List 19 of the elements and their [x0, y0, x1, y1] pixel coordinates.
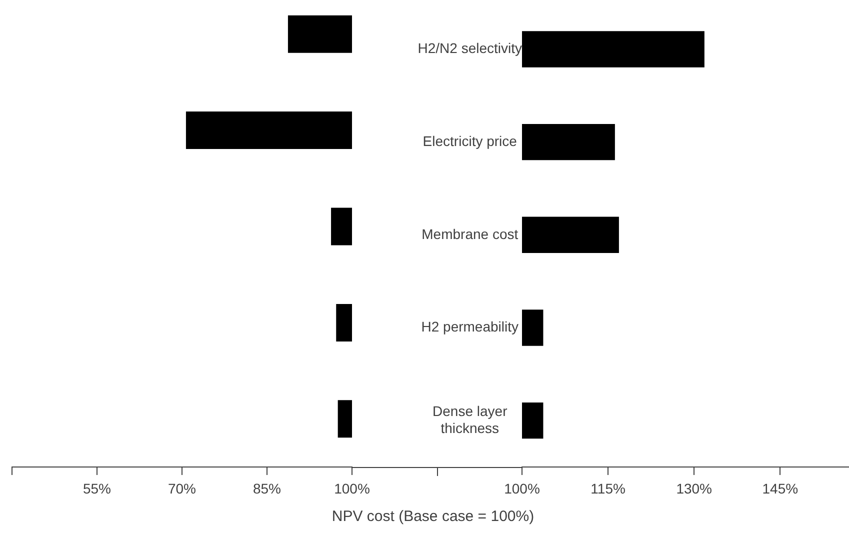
bar [522, 124, 615, 160]
y-tick-label: H2 permeability [421, 318, 519, 335]
x-tick-label: 85% [252, 480, 282, 496]
bar [522, 216, 619, 254]
x-tick-label: 130% [676, 480, 712, 496]
y-tick-label: Electricity price [422, 132, 518, 149]
x-tick-label: 100% [504, 480, 540, 496]
x-tick-label: 70% [168, 480, 196, 496]
x-tick-label: 145% [762, 480, 798, 496]
y-tick-label: Membrane cost [422, 226, 518, 242]
bar [522, 310, 544, 346]
y-tick-label: Dense layer thickness [432, 403, 508, 436]
x-tick-label: 55% [82, 480, 112, 496]
x-axis-title: NPV cost (Base case = 100%) [330, 508, 536, 525]
x-tick-label: 100% [334, 480, 370, 496]
bar [522, 402, 544, 439]
bar [522, 31, 704, 68]
x-tick-label: 115% [590, 480, 626, 496]
y-tick-label: H2/N2 selectivity [418, 40, 522, 56]
